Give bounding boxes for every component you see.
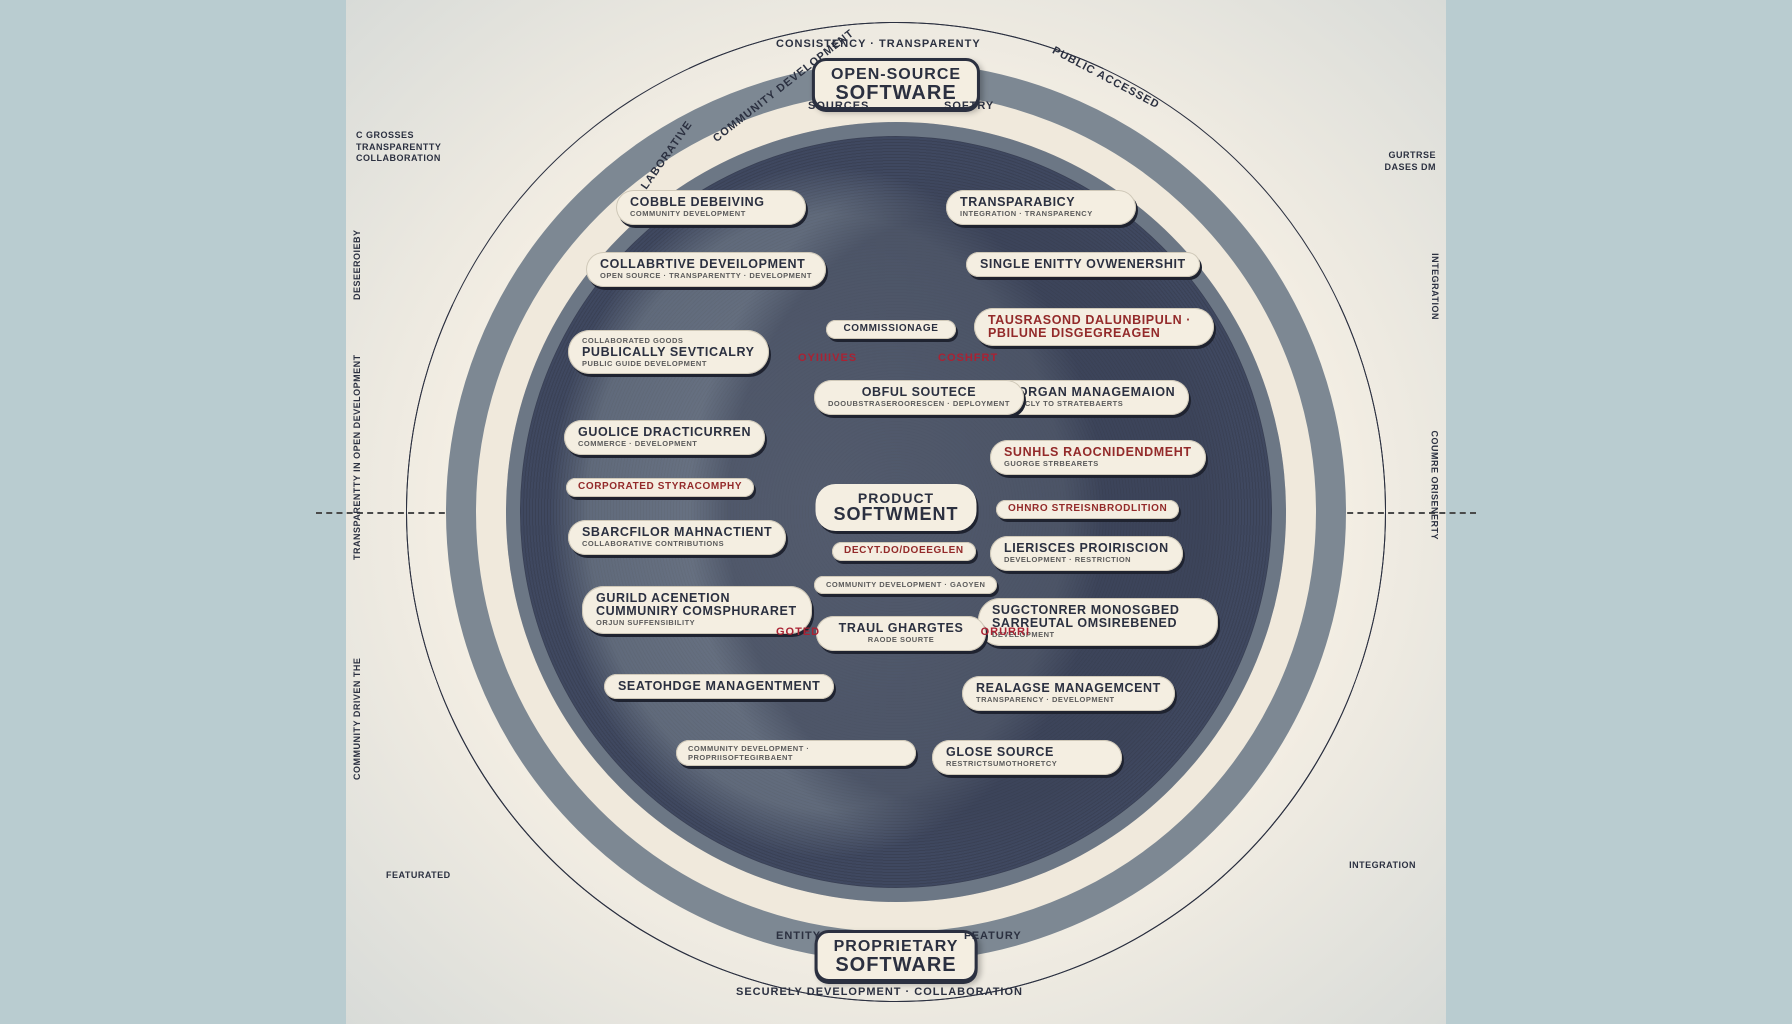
left-pill: COMMUNITY DEVELOPMENT · PROPRIISOFTEGIRB… xyxy=(676,740,916,766)
outer-caption: INTEGRATION xyxy=(1428,253,1440,320)
left-pill: COBBLE DEBEIVING COMMUNITY DEVELOPMENT xyxy=(616,190,806,225)
right-pill: TAUSRASOND DALUNBIPULN · PBILUNE DISGEGR… xyxy=(974,308,1214,346)
side-tag: COSHFRT xyxy=(938,352,998,364)
outer-caption: TRANSPARENTTY IN OPEN DEVELOPMENT xyxy=(352,354,364,560)
outer-caption: FEATURATED xyxy=(386,870,451,882)
right-pill: OHNRO STREISNBRODLITION xyxy=(996,500,1179,519)
outer-caption: INTEGRATION xyxy=(1349,860,1416,872)
right-pill: SINGLE ENITTY OVWENERSHIT xyxy=(966,252,1200,277)
left-pill: SBARCFILOR MAHNACTIENT COLLABORATIVE CON… xyxy=(568,520,786,555)
bottom-badge-line1: PROPRIETARY xyxy=(834,939,959,955)
left-pill: COLLABORATED GOODS PUBLICALLY SEVTICALRY… xyxy=(568,330,769,374)
rim-word: SOURCES xyxy=(808,100,869,112)
left-pill: SEATOHDGE MANAGENTMENT xyxy=(604,674,834,699)
center-title: PRODUCT SOFTWMENT xyxy=(816,484,977,531)
rim-word: SECURELY DEVELOPMENT · COLLABORATION xyxy=(736,986,1023,998)
left-pill: GUOLICE DRACTICURREN COMMERCE · DEVELOPM… xyxy=(564,420,765,455)
center-pill: COMMISSIONAGE xyxy=(826,320,956,339)
rim-word: ENTITY xyxy=(776,930,821,942)
center-pill: OBFUL SOUTECE DOOUBSTRASEROORESCEN · DEP… xyxy=(814,380,1024,415)
left-pill: CORPORATED STYRACOMPHY xyxy=(566,478,754,497)
right-pill: TRANSPARABICY INTEGRATION · TRANSPARENCY xyxy=(946,190,1136,225)
center-pill: GOTED TRAUL GHARGTES RAODE SOURTE ORURRI xyxy=(816,616,986,651)
diagram-canvas: OPEN-SOURCE SOFTWARE PROPRIETARY SOFTWAR… xyxy=(346,0,1446,1024)
outer-caption: COUMRE ORISENERTY xyxy=(1428,430,1440,540)
right-pill: SUNHLS RAOCNIDENDMEHT GUORGE STRBEARETS xyxy=(990,440,1206,475)
outer-caption: C GROSSES TRANSPARENTTY COLLABORATION xyxy=(356,130,476,165)
rim-word: SOFTRY xyxy=(944,100,994,112)
bottom-badge: PROPRIETARY SOFTWARE xyxy=(815,930,978,982)
rim-word: CONSISTENCY · TRANSPARENTY xyxy=(776,38,981,50)
center-pill: COMMUNITY DEVELOPMENT · GAOYEN xyxy=(814,576,997,594)
top-badge-line1: OPEN-SOURCE xyxy=(831,67,961,83)
right-pill: GLOSE SOURCE RESTRICTSUMOTHORETCY xyxy=(932,740,1122,775)
right-pill: SUGCTONRER MONOSGBED SARREUTAL OMSIREBEN… xyxy=(978,598,1218,646)
right-pill: LIERISCES PROIRISCION DEVELOPMENT · REST… xyxy=(990,536,1183,571)
side-tag: OYIIIIVES xyxy=(798,352,857,364)
bottom-badge-line2: SOFTWARE xyxy=(834,955,959,975)
center-pill: DECYT.DO/DOEEGLEN xyxy=(832,542,976,561)
left-pill: COLLABRTIVE DEVEILOPMENT OPEN SOURCE · T… xyxy=(586,252,826,287)
outer-caption: GURTRSE DASES DM xyxy=(1326,150,1436,173)
right-pill: REALAGSE MANAGEMCENT TRANSPARENCY · DEVE… xyxy=(962,676,1175,711)
outer-caption: COMMUNITY DRIVEN THE xyxy=(352,658,364,780)
outer-caption: DESEEROIEBY xyxy=(352,229,364,300)
rim-word: FEATURY xyxy=(964,930,1022,942)
